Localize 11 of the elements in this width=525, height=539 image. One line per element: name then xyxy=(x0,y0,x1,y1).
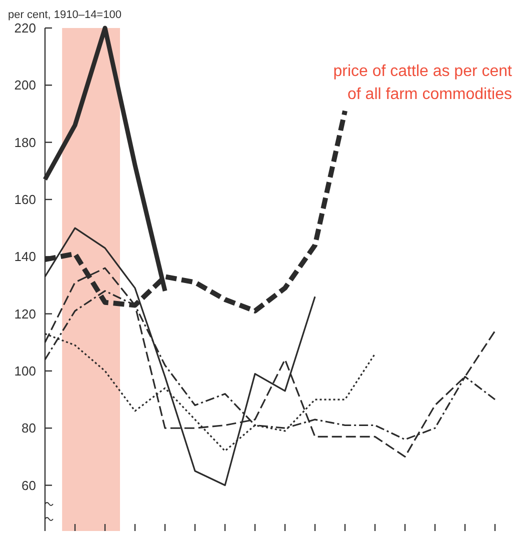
y-tick-label: 80 xyxy=(22,420,36,436)
y-tick-label: 120 xyxy=(14,306,36,322)
annotation: price of cattle as per cent of all farm commodities xyxy=(333,63,513,103)
y-tick-label: 60 xyxy=(22,478,36,493)
y-tick-label: 180 xyxy=(14,134,36,150)
y-tick-label: 100 xyxy=(14,364,36,379)
y-tick-label: 140 xyxy=(14,249,36,264)
y-tick-label: 200 xyxy=(14,78,36,93)
y-tick-label: 220 xyxy=(14,20,36,36)
y-tick-label: 160 xyxy=(14,192,36,208)
y-axis-title: per cent, 1910–14=100 xyxy=(8,9,122,21)
